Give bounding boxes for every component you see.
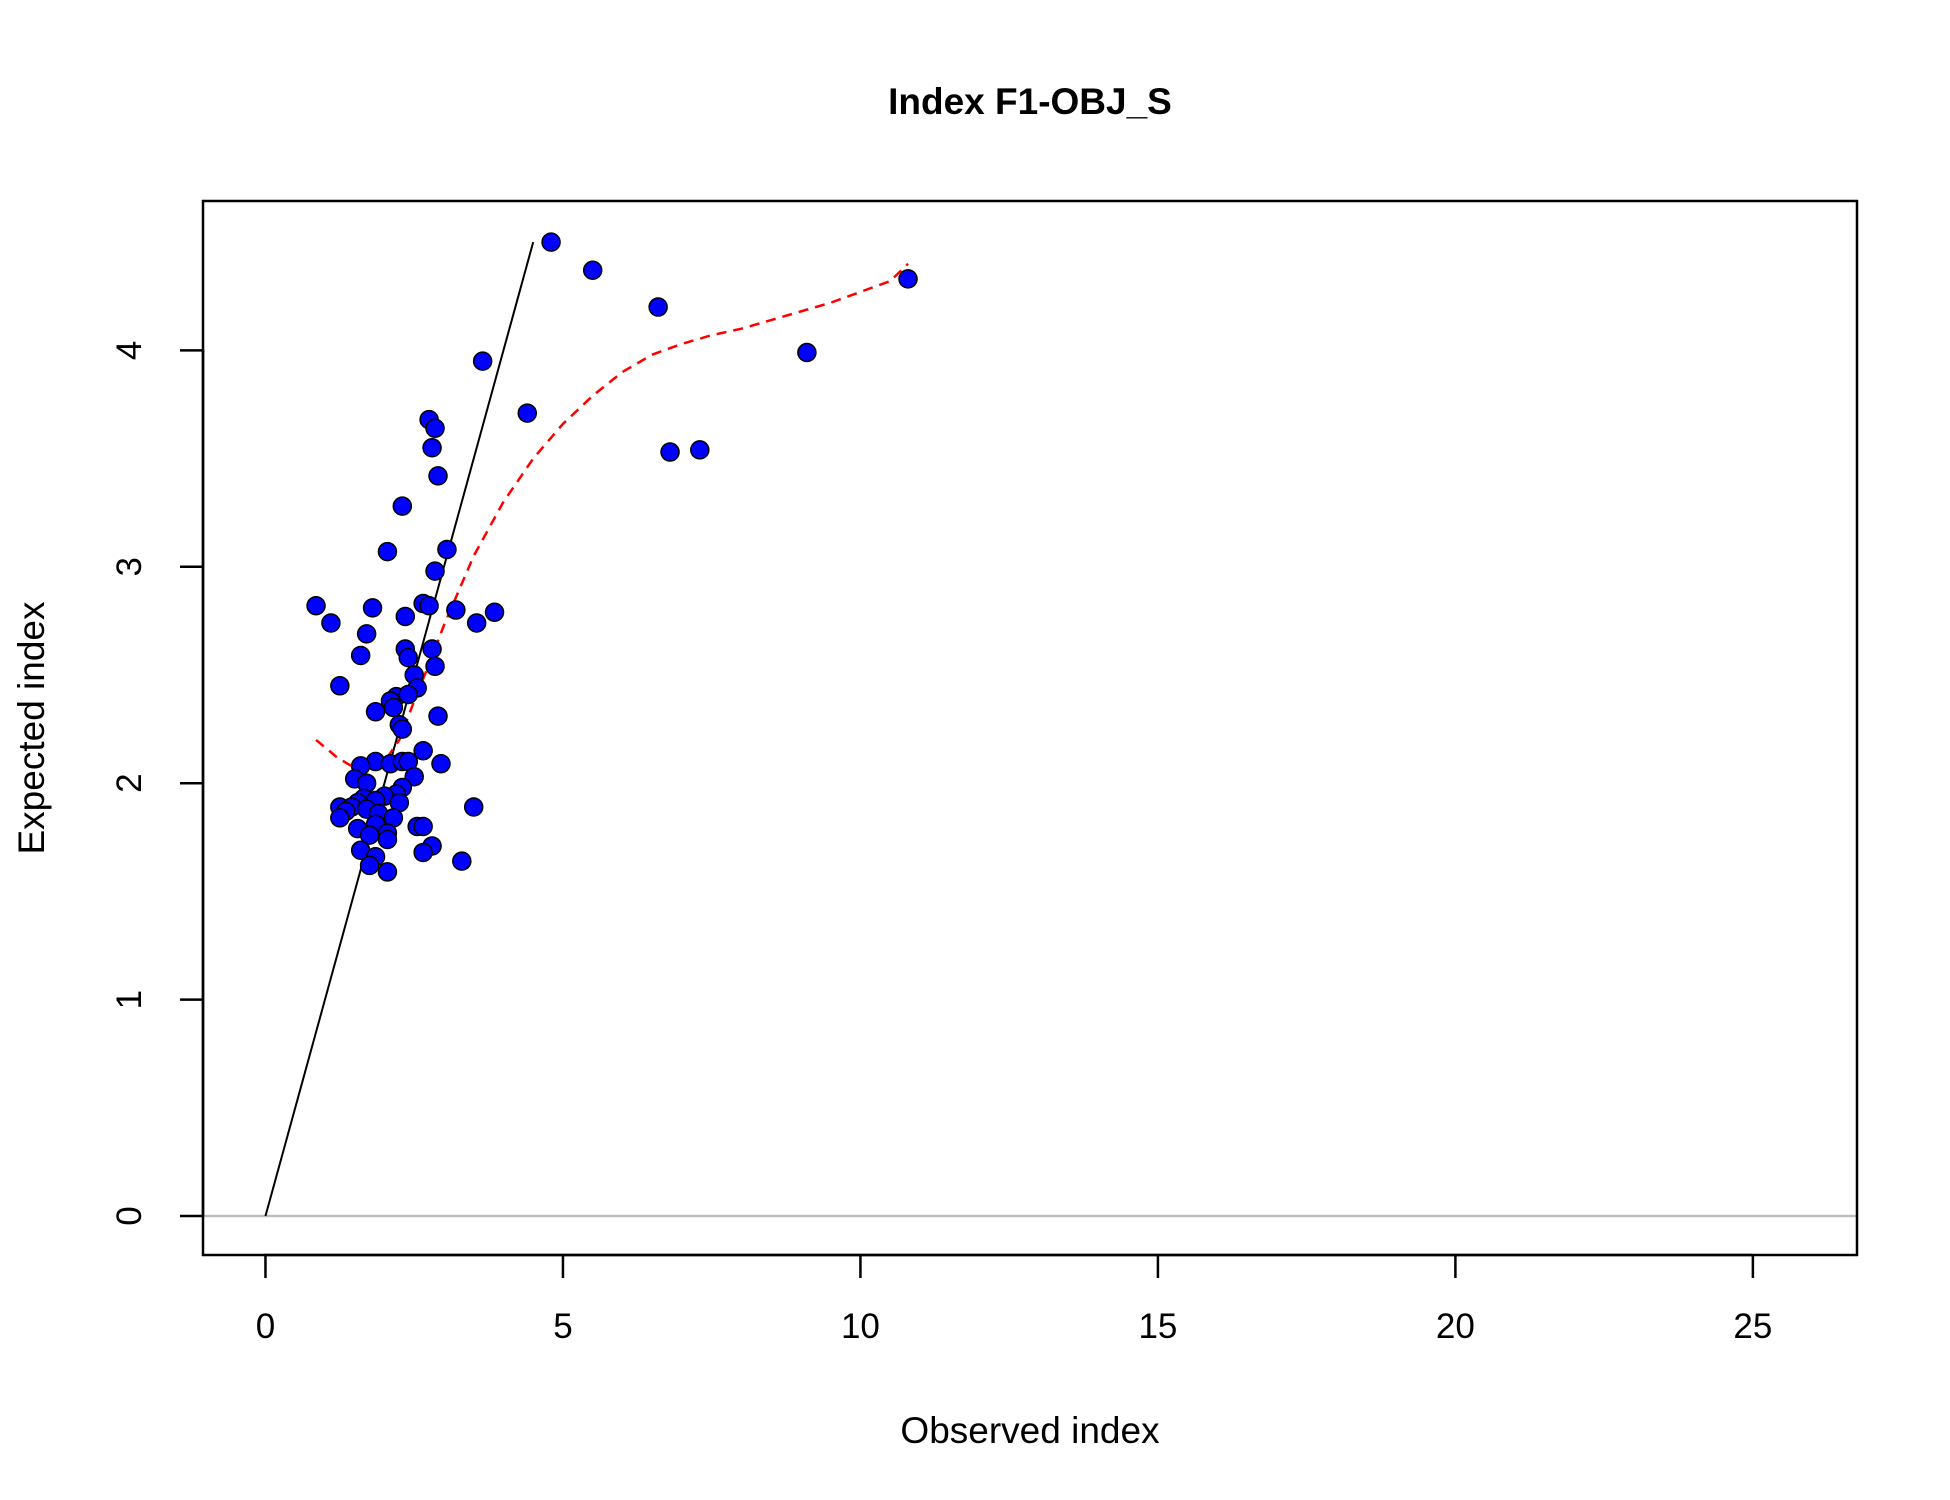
data-point bbox=[582, 260, 603, 281]
data-point bbox=[690, 440, 710, 460]
y-axis-label: Expected index bbox=[11, 601, 52, 855]
data-point bbox=[517, 403, 538, 423]
data-point bbox=[330, 808, 350, 828]
x-tick-label: 15 bbox=[1138, 1307, 1177, 1346]
y-axis: 0 1 2 3 4 bbox=[110, 341, 205, 1226]
data-point bbox=[359, 825, 380, 845]
data-point bbox=[398, 647, 419, 668]
data-point bbox=[377, 862, 398, 882]
y-tick-label: 0 bbox=[110, 1206, 149, 1225]
plot-frame bbox=[201, 199, 1859, 1257]
x-tick-label: 25 bbox=[1733, 1307, 1772, 1346]
data-point bbox=[383, 697, 404, 718]
data-point bbox=[419, 595, 439, 616]
data-point bbox=[466, 613, 487, 633]
data-point bbox=[541, 232, 561, 252]
data-point bbox=[452, 851, 472, 871]
data-point bbox=[648, 297, 668, 317]
x-axis-label: Observed index bbox=[900, 1410, 1160, 1451]
data-point bbox=[446, 600, 466, 620]
data-point bbox=[306, 595, 326, 616]
y-tick-label: 4 bbox=[110, 341, 149, 360]
data-point bbox=[431, 753, 451, 774]
data-point bbox=[365, 702, 386, 722]
data-point bbox=[437, 539, 457, 560]
y-tick-label: 1 bbox=[110, 990, 149, 1009]
y-tick-label: 2 bbox=[110, 773, 149, 792]
data-point bbox=[350, 645, 371, 666]
data-point bbox=[377, 829, 398, 850]
data-point bbox=[898, 269, 918, 289]
data-point bbox=[321, 613, 341, 633]
data-point bbox=[428, 466, 448, 486]
data-point bbox=[425, 656, 445, 677]
data-point bbox=[428, 706, 448, 726]
data-point bbox=[330, 676, 350, 696]
data-point bbox=[797, 342, 817, 363]
data-point bbox=[392, 496, 413, 516]
data-point bbox=[425, 418, 445, 438]
data-point bbox=[660, 442, 680, 462]
data-point bbox=[413, 816, 433, 837]
data-point bbox=[395, 606, 416, 627]
data-point bbox=[484, 602, 505, 622]
x-tick-label: 20 bbox=[1436, 1307, 1475, 1346]
data-points bbox=[306, 232, 918, 882]
data-point bbox=[463, 797, 484, 817]
data-point bbox=[377, 541, 398, 562]
x-tick-label: 10 bbox=[841, 1307, 880, 1346]
data-point bbox=[422, 437, 442, 458]
x-tick-label: 0 bbox=[256, 1307, 275, 1346]
data-point bbox=[356, 624, 377, 644]
data-point bbox=[422, 639, 442, 659]
data-point bbox=[398, 684, 419, 705]
data-point bbox=[362, 598, 383, 618]
data-point bbox=[413, 842, 433, 863]
chart-title: Index F1-OBJ_S bbox=[888, 81, 1172, 122]
y-tick-label: 3 bbox=[110, 557, 149, 576]
data-point bbox=[359, 855, 380, 876]
data-point bbox=[425, 561, 445, 581]
x-tick-label: 5 bbox=[553, 1307, 572, 1346]
data-point bbox=[413, 740, 433, 761]
data-point bbox=[472, 351, 493, 371]
smooth-fit-line bbox=[315, 262, 909, 772]
data-point bbox=[392, 719, 413, 739]
x-axis: 0 5 10 15 20 25 bbox=[256, 1253, 1772, 1346]
